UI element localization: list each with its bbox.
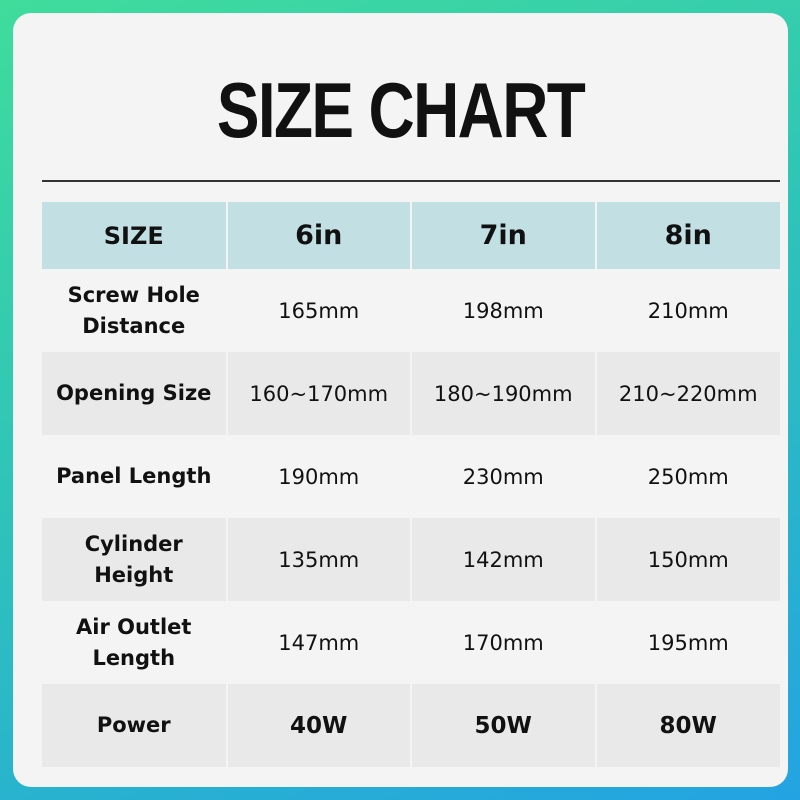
- table-cell: 180~190mm: [411, 352, 597, 435]
- table-cell: 210mm: [595, 269, 780, 352]
- row-label-line: Air Outlet: [76, 614, 192, 639]
- table-cell: 165mm: [226, 269, 412, 352]
- row-label-line: Screw Hole: [67, 282, 200, 307]
- table-cell: 160~170mm: [226, 352, 412, 435]
- size-chart-card: SIZE CHART SIZE 6in 7in 8in Screw Hole Di…: [13, 13, 788, 787]
- row-label: Opening Size: [42, 352, 228, 435]
- table-cell: 40W: [226, 684, 412, 767]
- table-row: Screw Hole Distance 165mm 198mm 210mm: [42, 269, 780, 352]
- table-cell: 210~220mm: [595, 352, 780, 435]
- header-8in: 8in: [595, 202, 780, 269]
- table-row: Cylinder Height 135mm 142mm 150mm: [42, 518, 780, 601]
- row-label: Screw Hole Distance: [42, 269, 228, 352]
- table-cell: 80W: [595, 684, 780, 767]
- table-cell: 147mm: [226, 601, 412, 684]
- table-header-row: SIZE 6in 7in 8in: [42, 202, 780, 269]
- table-cell: 170mm: [411, 601, 597, 684]
- table-row: Panel Length 190mm 230mm 250mm: [42, 435, 780, 518]
- table-cell: 135mm: [226, 518, 412, 601]
- row-label: Panel Length: [42, 435, 228, 518]
- row-label-line: Height: [94, 562, 174, 587]
- header-size: SIZE: [42, 202, 228, 269]
- row-label: Cylinder Height: [42, 518, 228, 601]
- page-title: SIZE CHART: [216, 66, 586, 154]
- table-row: Air Outlet Length 147mm 170mm 195mm: [42, 601, 780, 684]
- table-row: Power 40W 50W 80W: [42, 684, 780, 767]
- row-label: Power: [42, 684, 228, 767]
- table-cell: 250mm: [595, 435, 780, 518]
- row-label-line: Cylinder: [84, 531, 183, 556]
- table-cell: 50W: [411, 684, 597, 767]
- divider: [42, 180, 780, 182]
- table-cell: 150mm: [595, 518, 780, 601]
- table-row: Opening Size 160~170mm 180~190mm 210~220…: [42, 352, 780, 435]
- table-cell: 195mm: [595, 601, 780, 684]
- table-cell: 190mm: [226, 435, 412, 518]
- row-label-line: Distance: [82, 313, 186, 338]
- row-label-line: Length: [92, 645, 176, 670]
- size-table: SIZE 6in 7in 8in Screw Hole Distance 165m…: [42, 202, 780, 767]
- header-7in: 7in: [411, 202, 597, 269]
- table-cell: 142mm: [411, 518, 597, 601]
- header-6in: 6in: [226, 202, 412, 269]
- table-cell: 230mm: [411, 435, 597, 518]
- row-label: Air Outlet Length: [42, 601, 228, 684]
- table-cell: 198mm: [411, 269, 597, 352]
